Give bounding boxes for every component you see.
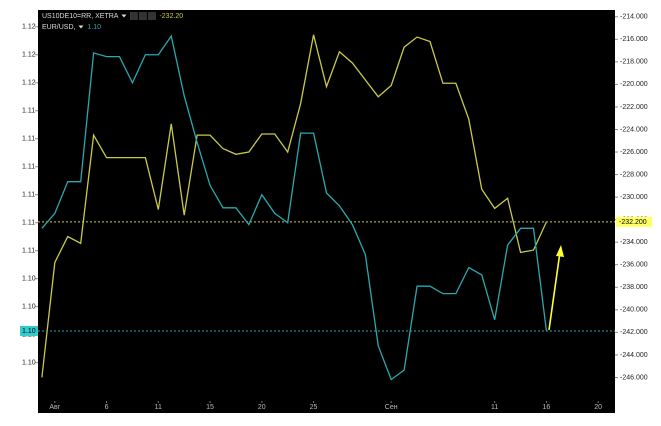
y2-tick-label: -222.000 (620, 104, 648, 111)
legend-name: EUR/USD, (42, 24, 76, 31)
x-tick-label: 11 (155, 404, 162, 411)
x-tick-label: 15 (206, 404, 214, 411)
x-tick-label: Авг (49, 404, 60, 411)
current-value-badge-label: 1.10 (22, 328, 36, 335)
y2-tick-label: -230.000 (620, 194, 648, 201)
x-tick-label: Сен (385, 404, 398, 411)
y2-tick-label: -220.000 (620, 81, 648, 88)
x-tick-label: 20 (594, 404, 602, 411)
annotation-arrow (548, 245, 564, 331)
y2-tick-label: -240.000 (620, 307, 648, 314)
y-tick-label: 1.11 (22, 192, 35, 199)
y2-tick-label: -216.000 (620, 36, 648, 43)
legend-button (139, 12, 147, 20)
legend-button (148, 12, 156, 20)
y-tick-label: 1.10 (22, 276, 36, 283)
legend-button (130, 12, 138, 20)
y2-tick-label: -228.000 (620, 171, 648, 178)
y-tick-label: 1.11 (22, 248, 35, 255)
legend-value: -232.20 (159, 13, 183, 20)
y2-tick-label: -236.000 (620, 262, 648, 269)
y2-tick-label: -234.000 (620, 239, 648, 246)
y-tick-label: 1.12 (22, 52, 36, 59)
y-tick-label: 1.11 (22, 220, 35, 227)
y-tick-label: 1.10 (22, 360, 36, 367)
current-value-badge-label: -232.200 (619, 219, 647, 226)
y2-tick-label: -226.000 (620, 149, 648, 156)
y-tick-label: 1.12 (22, 80, 36, 87)
legend-dropdown (121, 14, 127, 18)
x-tick-label: 6 (105, 404, 109, 411)
x-tick-label: 20 (258, 404, 266, 411)
x-tick-label: 25 (310, 404, 318, 411)
legend-value: 1.10 (87, 24, 101, 31)
y2-tick-label: -214.000 (620, 14, 648, 21)
series-line (41, 34, 548, 381)
y2-tick-label: -246.000 (620, 374, 648, 381)
plot-area (38, 10, 615, 413)
current-value-badge (616, 216, 652, 227)
y-tick-label: 1.11 (22, 108, 35, 115)
y-tick-label: 1.12 (22, 24, 36, 31)
y2-tick-label: -242.000 (620, 329, 648, 336)
current-value-badge (20, 325, 38, 336)
y2-tick-label: -238.000 (620, 284, 648, 291)
x-tick-label: 16 (543, 404, 551, 411)
x-tick-label: 11 (491, 404, 498, 411)
y-tick-label: 1.10 (22, 304, 36, 311)
y2-tick-label: -244.000 (620, 352, 648, 359)
series-line (41, 34, 548, 378)
legend-dropdown (78, 25, 84, 29)
y-tick-label: 1.11 (22, 136, 35, 143)
arrow-shaft (548, 251, 561, 331)
y2-tick-label: -224.000 (620, 126, 648, 133)
arrow-head (556, 245, 564, 257)
y-tick-label: 1.11 (22, 164, 35, 171)
legend-name: US10DE10=RR, XETRA (42, 13, 119, 20)
y2-tick-label: -218.000 (620, 59, 648, 66)
